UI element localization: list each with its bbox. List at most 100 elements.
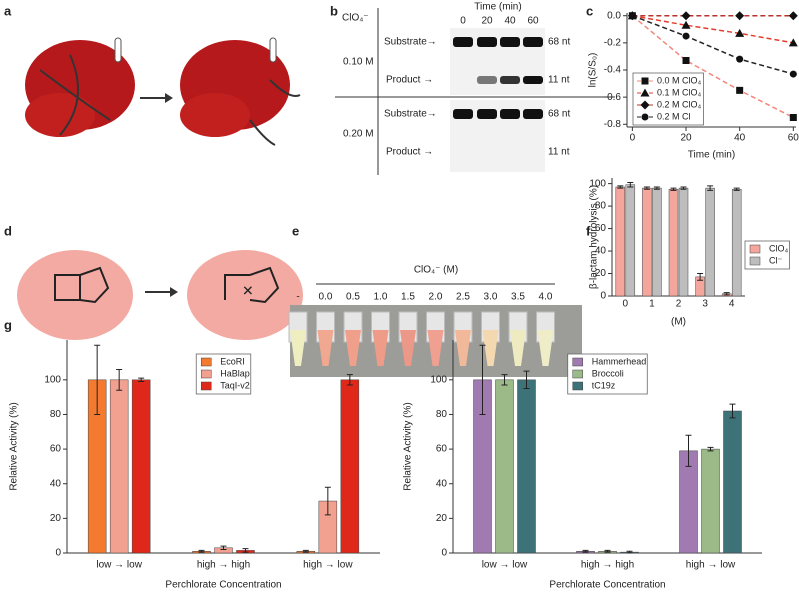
x-axis-label: (M) [671,317,686,328]
x-axis-label: Perchlorate Concentration [165,580,281,591]
error-bar [302,549,309,553]
y-tick-label: -0.4 [604,65,622,76]
y-axis-label: Relative Activity (%) [9,402,20,490]
error-bar [707,185,714,191]
gel-time: 20 [481,16,493,27]
legend-label: ClO₄ [769,243,788,253]
x-tick-label: low → low [96,560,142,571]
x-tick-label: high → low [686,560,736,571]
y-axis-label: β-lactam hydrolysis (%) [589,185,600,289]
y-tick-label: 80 [595,201,607,212]
error-bar [680,186,687,190]
tube-label: 2.5 [456,292,470,303]
gel-band [477,109,497,119]
bar [652,187,662,297]
y-tick-label: 80 [436,409,448,420]
y-tick-label: -0.2 [604,37,622,48]
legend-label: Cl⁻ [769,255,782,265]
y-tick-label: 20 [50,513,62,524]
bar [723,410,742,554]
x-tick-label: 40 [734,133,746,144]
tube-label: 2.0 [429,292,443,303]
error-bar [697,273,704,281]
y-tick-label: 0 [600,291,606,302]
legend-swatch [572,369,583,379]
bar [701,448,720,554]
panel-label: b [330,3,338,18]
marker [640,100,650,110]
y-tick-label: 100 [589,178,606,189]
legend-label: 0.2 M Cl [657,111,691,121]
legend-label: Hammerhead [592,356,647,366]
legend-label: 0.0 M ClO₄ [657,75,702,85]
error-bar [94,344,101,415]
y-tick-label: 20 [436,513,448,524]
bar [625,184,636,297]
x-tick-label: 4 [729,299,735,310]
marker [735,28,745,37]
error-bar [198,549,205,553]
bar [495,379,514,554]
x-tick-label: high → high [581,560,634,571]
legend-label: TaqI-v2 [220,380,250,390]
gel-band [453,37,473,47]
legend-label: 0.1 M ClO₄ [657,87,702,97]
bar [109,379,129,554]
error-bar [627,181,634,188]
legend-label: HaBlap [220,368,250,378]
panel-label: f [586,223,591,238]
x-axis-label: Perchlorate Concentration [549,580,665,591]
tube-liquid [537,330,554,366]
panel-label: e [292,223,299,238]
marker [628,12,636,20]
bar [642,187,652,297]
tube-label: 3.0 [484,292,498,303]
tube-liquid [510,330,526,366]
gel-size: 11 nt [548,147,570,158]
bar [131,379,151,554]
y-tick-label: -0.6 [604,92,622,103]
marker [641,77,649,85]
gel-ion: ClO₄⁻ [342,13,369,24]
marker [682,57,690,64]
marker [789,70,797,78]
gel-band [523,109,543,119]
legend-label: 0.2 M ClO₄ [657,99,702,109]
bar [731,188,742,297]
error-bar [733,187,740,191]
gel: ClO₄⁻ Time (min) 0 20 40 60 0.10 M Substrate→ Pr… [335,2,615,175]
legend: ClO₄ Cl⁻ [744,240,790,270]
gel-band [500,76,520,84]
y-tick-label: 60 [595,223,607,234]
tube-liquid [345,330,361,366]
error-bar [479,344,486,415]
y-tick-label: -0.8 [604,119,622,130]
error-bar [707,446,714,452]
legend-swatch [200,381,212,391]
gel-size: 68 nt [548,109,570,120]
error-bar [501,374,508,386]
marker [788,38,798,47]
error-bar [242,548,249,553]
fit-line [632,15,794,75]
y-tick-label: 40 [595,246,607,257]
y-axis-label: ln(S/S₀) [588,53,599,88]
panel-label: g [4,317,12,332]
tube-liquid [372,330,389,366]
gel-time: 40 [504,16,516,27]
error-bar [116,368,123,391]
marker [735,11,745,21]
y-tick-label: 0 [441,548,447,559]
legend-label: tC19z [592,380,616,390]
gel-conc: 0.10 M [343,57,374,68]
x-tick-label: 3 [702,299,708,310]
panel-label: a [4,3,12,18]
tube-liquid [400,330,416,366]
tube-label: - [296,292,299,303]
fit-line [631,15,794,119]
legend: EcoRI HaBlap TaqI-v2 [195,353,252,395]
legend-label: Broccoli [592,368,624,378]
tube-title: ClO₄⁻ (M) [414,265,458,276]
error-bar [582,549,589,553]
